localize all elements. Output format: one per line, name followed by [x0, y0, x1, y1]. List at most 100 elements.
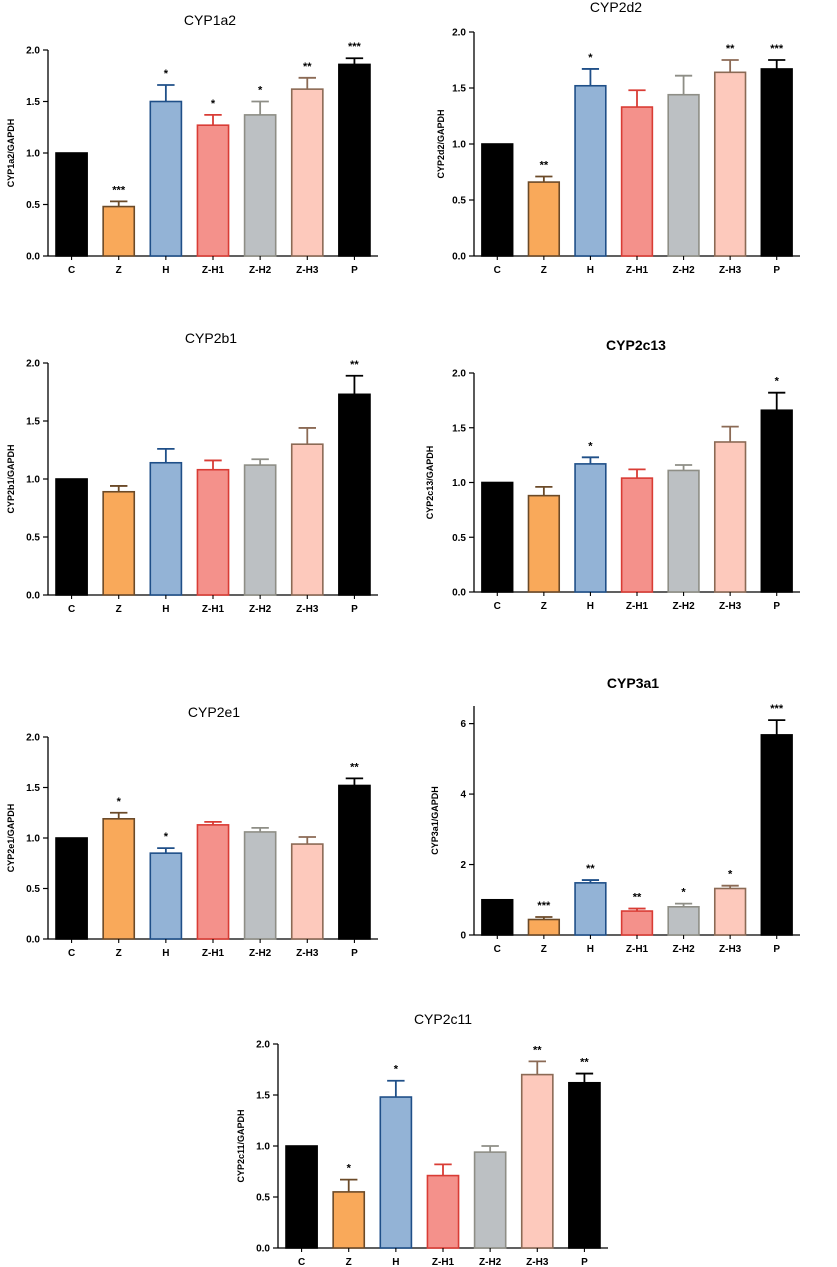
- significance-label: **: [633, 892, 642, 904]
- bar-z-h2: [667, 469, 700, 593]
- significance-label: *: [681, 887, 686, 899]
- y-tick-label: 1.5: [26, 417, 40, 428]
- x-tick-label: Z-H1: [626, 265, 649, 276]
- y-tick-label: 1.5: [256, 1091, 270, 1102]
- significance-label: ***: [348, 41, 362, 53]
- bar-z: [102, 490, 136, 596]
- chart-title: CYP3a1: [607, 675, 659, 691]
- significance-label: *: [394, 1064, 399, 1076]
- bar-z: [332, 1191, 366, 1249]
- bar-z-h3: [520, 1073, 554, 1249]
- bar-z: [102, 818, 136, 940]
- bar-z-h2: [243, 831, 277, 940]
- chart-cyp2c11: CYP2c11 CYP2c11/GAPDH 0.0 0.5 1.0 1.5 2.0 C Z * H *…: [236, 1011, 608, 1267]
- y-tick-label: 2.0: [26, 733, 40, 744]
- x-tick-label: C: [68, 948, 75, 959]
- bar-z: [527, 918, 561, 936]
- bar-p: [760, 734, 793, 936]
- y-tick-label: 6: [460, 719, 466, 730]
- x-tick-label: Z: [116, 604, 122, 615]
- bar-p: [760, 68, 793, 257]
- y-tick-label: 0: [460, 931, 466, 942]
- bar-c: [55, 837, 88, 940]
- bar-z-h2: [667, 906, 700, 936]
- chart-cyp2c13: CYP2c13 CYP2c13/GAPDH 0.0 0.5 1.0 1.5 2.0 C Z H * Z…: [425, 337, 800, 612]
- bar-z-h1: [620, 477, 654, 593]
- x-tick-label: Z: [541, 944, 547, 955]
- x-tick-label: Z-H1: [202, 948, 225, 959]
- chart-title: CYP1a2: [184, 12, 236, 28]
- y-axis-label: CYP2b1/GAPDH: [6, 444, 16, 513]
- bar-p: [568, 1081, 601, 1249]
- significance-label: **: [726, 43, 735, 55]
- bar-p: [338, 784, 371, 940]
- y-tick-label: 1.5: [452, 423, 466, 434]
- chart-cyp2e1: CYP2e1 CYP2e1/GAPDH 0.0 0.5 1.0 1.5 2.0 C Z * H * Z-…: [6, 704, 378, 959]
- x-tick-label: Z-H2: [249, 948, 272, 959]
- x-tick-label: Z-H2: [479, 1257, 502, 1267]
- y-tick-label: 2.0: [452, 369, 466, 380]
- bar-h: [574, 463, 607, 593]
- y-tick-label: 1.5: [452, 84, 466, 95]
- significance-label: ***: [112, 184, 126, 196]
- bar-z-h1: [196, 468, 230, 596]
- y-axis-label: CYP1a2/GAPDH: [6, 119, 16, 188]
- y-tick-label: 1.0: [452, 140, 466, 151]
- bar-z-h1: [196, 124, 230, 257]
- y-axis-label: CYP2c11/GAPDH: [236, 1109, 246, 1182]
- x-tick-label: C: [298, 1257, 305, 1267]
- x-tick-label: Z-H3: [296, 604, 319, 615]
- bar-z-h1: [620, 910, 654, 936]
- y-tick-label: 0.5: [26, 200, 40, 211]
- y-axis-label: CYP2c13/GAPDH: [425, 446, 435, 520]
- x-tick-label: Z: [116, 948, 122, 959]
- bar-z-h2: [243, 464, 277, 596]
- y-tick-label: 0.0: [26, 935, 40, 946]
- x-tick-label: C: [494, 601, 501, 612]
- bar-z-h1: [620, 106, 654, 257]
- x-tick-label: C: [494, 265, 501, 276]
- x-tick-label: Z-H2: [672, 265, 695, 276]
- y-tick-label: 0.5: [26, 884, 40, 895]
- bar-p: [338, 393, 371, 596]
- x-tick-label: Z-H1: [202, 265, 225, 276]
- x-tick-label: Z-H2: [672, 601, 695, 612]
- x-tick-label: H: [162, 948, 169, 959]
- y-axis-label: CYP2e1/GAPDH: [6, 804, 16, 873]
- x-tick-label: H: [162, 265, 169, 276]
- chart-cyp2b1: CYP2b1 CYP2b1/GAPDH 0.0 0.5 1.0 1.5 2.0 C Z H Z-H1…: [6, 330, 378, 615]
- x-tick-label: Z-H2: [672, 944, 695, 955]
- x-tick-label: Z-H1: [432, 1257, 455, 1267]
- significance-label: *: [347, 1163, 352, 1175]
- x-tick-label: Z-H3: [719, 265, 742, 276]
- bar-c: [481, 481, 514, 593]
- bar-c: [55, 478, 88, 596]
- x-tick-label: P: [773, 601, 780, 612]
- chart-title: CYP2c13: [606, 337, 666, 353]
- bar-z: [527, 494, 561, 593]
- significance-label: *: [258, 85, 263, 97]
- y-tick-label: 2.0: [26, 46, 40, 57]
- y-tick-label: 0.0: [26, 252, 40, 263]
- bar-c: [481, 143, 514, 257]
- significance-label: **: [540, 159, 549, 171]
- bar-c: [55, 152, 88, 257]
- x-tick-label: P: [773, 944, 780, 955]
- y-tick-label: 0.0: [452, 588, 466, 599]
- chart-title: CYP2b1: [185, 330, 237, 346]
- significance-label: **: [303, 61, 312, 73]
- y-tick-label: 2: [460, 860, 466, 871]
- y-tick-label: 2.0: [452, 28, 466, 39]
- y-tick-label: 4: [460, 790, 466, 801]
- y-tick-label: 1.0: [26, 149, 40, 160]
- bar-c: [481, 898, 514, 936]
- x-tick-label: P: [581, 1257, 588, 1267]
- y-tick-label: 0.0: [452, 252, 466, 263]
- bar-h: [574, 84, 607, 257]
- bar-z-h3: [290, 843, 324, 940]
- bar-z: [527, 181, 561, 257]
- bar-z-h3: [713, 887, 747, 936]
- bar-z-h3: [713, 71, 747, 257]
- chart-title: CYP2d2: [590, 0, 642, 15]
